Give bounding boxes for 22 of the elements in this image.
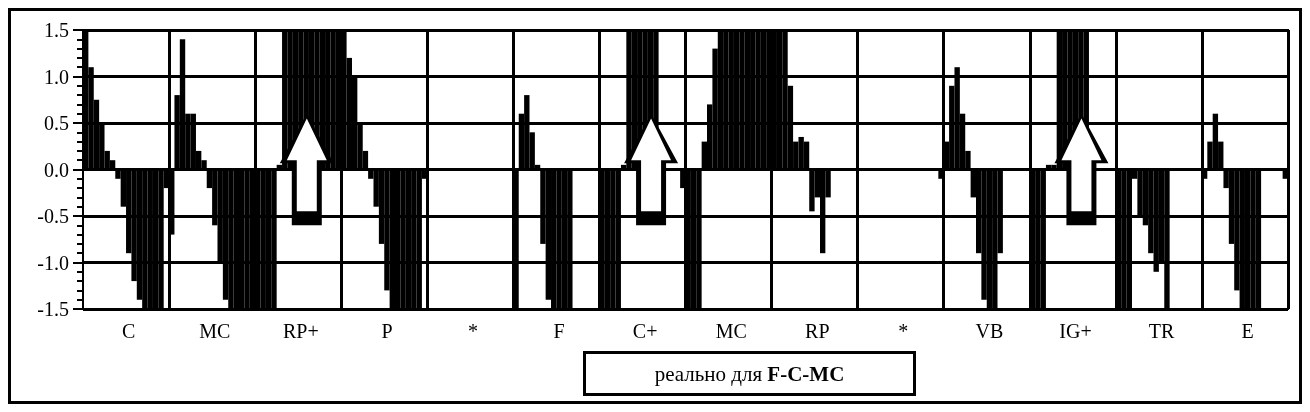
x-tick-label: * xyxy=(468,320,479,342)
text: реально для F-C-MC xyxy=(654,361,845,386)
x-tick-label: RP xyxy=(805,320,830,342)
x-tick-label: F xyxy=(553,320,565,342)
x-tick-label: IG+ xyxy=(1059,320,1092,342)
x-tick-label: MC xyxy=(715,320,747,342)
x-tick-label: C+ xyxy=(632,320,658,342)
x-tick-label: * xyxy=(898,320,909,342)
y-tick-label: -0.5 xyxy=(37,205,69,227)
y-tick-label: 1.0 xyxy=(44,65,69,88)
y-tick-label: 0.5 xyxy=(44,112,69,134)
x-tick-label: P xyxy=(381,320,393,342)
x-tick-label: C xyxy=(122,320,136,342)
y-tick-label: -1.5 xyxy=(37,298,69,320)
x-tick-label: E xyxy=(1241,320,1254,342)
x-tick-label: RP+ xyxy=(282,320,319,342)
x-tick-label: MC xyxy=(199,320,231,342)
y-tick-label: 1.5 xyxy=(44,19,69,41)
x-tick-label: TR xyxy=(1148,320,1176,342)
y-tick-label: -1.0 xyxy=(37,251,69,274)
y-tick-label: 0.0 xyxy=(44,158,69,181)
x-tick-label: VB xyxy=(975,320,1004,342)
